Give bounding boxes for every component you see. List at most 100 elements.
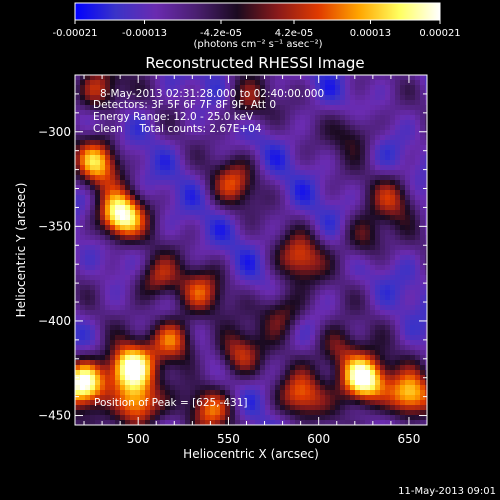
- heatmap-cell: [210, 245, 216, 251]
- heatmap-cell: [125, 380, 131, 386]
- colorbar-unit-label: (photons cm⁻² s⁻¹ asec⁻²): [193, 39, 322, 50]
- heatmap-cell: [375, 210, 381, 216]
- heatmap-cell: [215, 400, 221, 406]
- heatmap-cell: [415, 270, 421, 276]
- heatmap-cell: [100, 115, 106, 121]
- heatmap-cell: [375, 285, 381, 291]
- heatmap-cell: [325, 335, 331, 341]
- heatmap-cell: [175, 120, 181, 126]
- heatmap-cell: [350, 300, 356, 306]
- heatmap-cell: [260, 370, 266, 376]
- heatmap-cell: [410, 85, 416, 91]
- heatmap-cell: [380, 245, 386, 251]
- heatmap-cell: [115, 145, 121, 151]
- heatmap-cell: [115, 310, 121, 316]
- heatmap-cell: [250, 265, 256, 271]
- heatmap-cell: [125, 275, 131, 281]
- heatmap-cell: [275, 310, 281, 316]
- heatmap-cell: [285, 315, 291, 321]
- heatmap-cell: [170, 375, 176, 381]
- heatmap-cell: [210, 405, 216, 411]
- heatmap-cell: [395, 340, 401, 346]
- heatmap-cell: [305, 160, 311, 166]
- heatmap-cell: [250, 400, 256, 406]
- heatmap-cell: [130, 180, 136, 186]
- heatmap-cell: [255, 145, 261, 151]
- heatmap-cell: [195, 80, 201, 86]
- heatmap-cell: [195, 200, 201, 206]
- heatmap-cell: [260, 75, 266, 81]
- heatmap-cell: [190, 300, 196, 306]
- heatmap-cell: [220, 310, 226, 316]
- heatmap-cell: [310, 365, 316, 371]
- heatmap-cell: [200, 300, 206, 306]
- heatmap-cell: [285, 160, 291, 166]
- heatmap-cell: [360, 395, 366, 401]
- heatmap-cell: [130, 210, 136, 216]
- heatmap-cell: [155, 300, 161, 306]
- heatmap-cell: [240, 360, 246, 366]
- heatmap-cell: [185, 315, 191, 321]
- heatmap-cell: [205, 260, 211, 266]
- heatmap-cell: [210, 90, 216, 96]
- heatmap-cell: [340, 235, 346, 241]
- heatmap-cell: [365, 365, 371, 371]
- heatmap-cell: [270, 275, 276, 281]
- heatmap-cell: [390, 155, 396, 161]
- heatmap-cell: [120, 330, 126, 336]
- heatmap-cell: [300, 185, 306, 191]
- heatmap-cell: [120, 420, 126, 425]
- heatmap-cell: [385, 95, 391, 101]
- heatmap-cell: [115, 245, 121, 251]
- heatmap-cell: [80, 365, 86, 371]
- heatmap-cell: [275, 110, 281, 116]
- heatmap-cell: [395, 310, 401, 316]
- heatmap-cell: [205, 200, 211, 206]
- heatmap-cell: [105, 370, 111, 376]
- heatmap-cell: [305, 390, 311, 396]
- heatmap-cell: [100, 125, 106, 131]
- heatmap-cell: [90, 125, 96, 131]
- heatmap-cell: [110, 420, 116, 425]
- heatmap-cell: [195, 280, 201, 286]
- heatmap-cell: [195, 360, 201, 366]
- heatmap-cell: [145, 285, 151, 291]
- heatmap-cell: [195, 95, 201, 101]
- heatmap-cell: [175, 250, 181, 256]
- heatmap-cell: [205, 350, 211, 356]
- heatmap-cell: [225, 150, 231, 156]
- heatmap-cell: [230, 110, 236, 116]
- heatmap-cell: [160, 190, 166, 196]
- heatmap-cell: [345, 80, 351, 86]
- heatmap-cell: [345, 315, 351, 321]
- heatmap-cell: [170, 220, 176, 226]
- heatmap-cell: [260, 150, 266, 156]
- heatmap-cell: [345, 260, 351, 266]
- heatmap-cell: [170, 345, 176, 351]
- heatmap-cell: [400, 355, 406, 361]
- heatmap-cell: [175, 415, 181, 421]
- heatmap-cell: [265, 340, 271, 346]
- heatmap-cell: [275, 305, 281, 311]
- heatmap-cell: [295, 95, 301, 101]
- heatmap-cell: [305, 165, 311, 171]
- heatmap-cell: [150, 395, 156, 401]
- heatmap-cell: [230, 230, 236, 236]
- heatmap-cell: [195, 330, 201, 336]
- heatmap-cell: [345, 190, 351, 196]
- heatmap-cell: [125, 120, 131, 126]
- heatmap-cell: [420, 260, 426, 266]
- heatmap-cell: [370, 120, 376, 126]
- heatmap-cell: [200, 410, 206, 416]
- heatmap-cell: [110, 275, 116, 281]
- heatmap-cell: [210, 215, 216, 221]
- heatmap-cell: [90, 240, 96, 246]
- heatmap-cell: [360, 95, 366, 101]
- heatmap-cell: [115, 285, 121, 291]
- heatmap-cell: [380, 340, 386, 346]
- heatmap-cell: [365, 330, 371, 336]
- heatmap-cell: [275, 320, 281, 326]
- heatmap-cell: [375, 205, 381, 211]
- heatmap-cell: [100, 85, 106, 91]
- heatmap-cell: [420, 255, 426, 261]
